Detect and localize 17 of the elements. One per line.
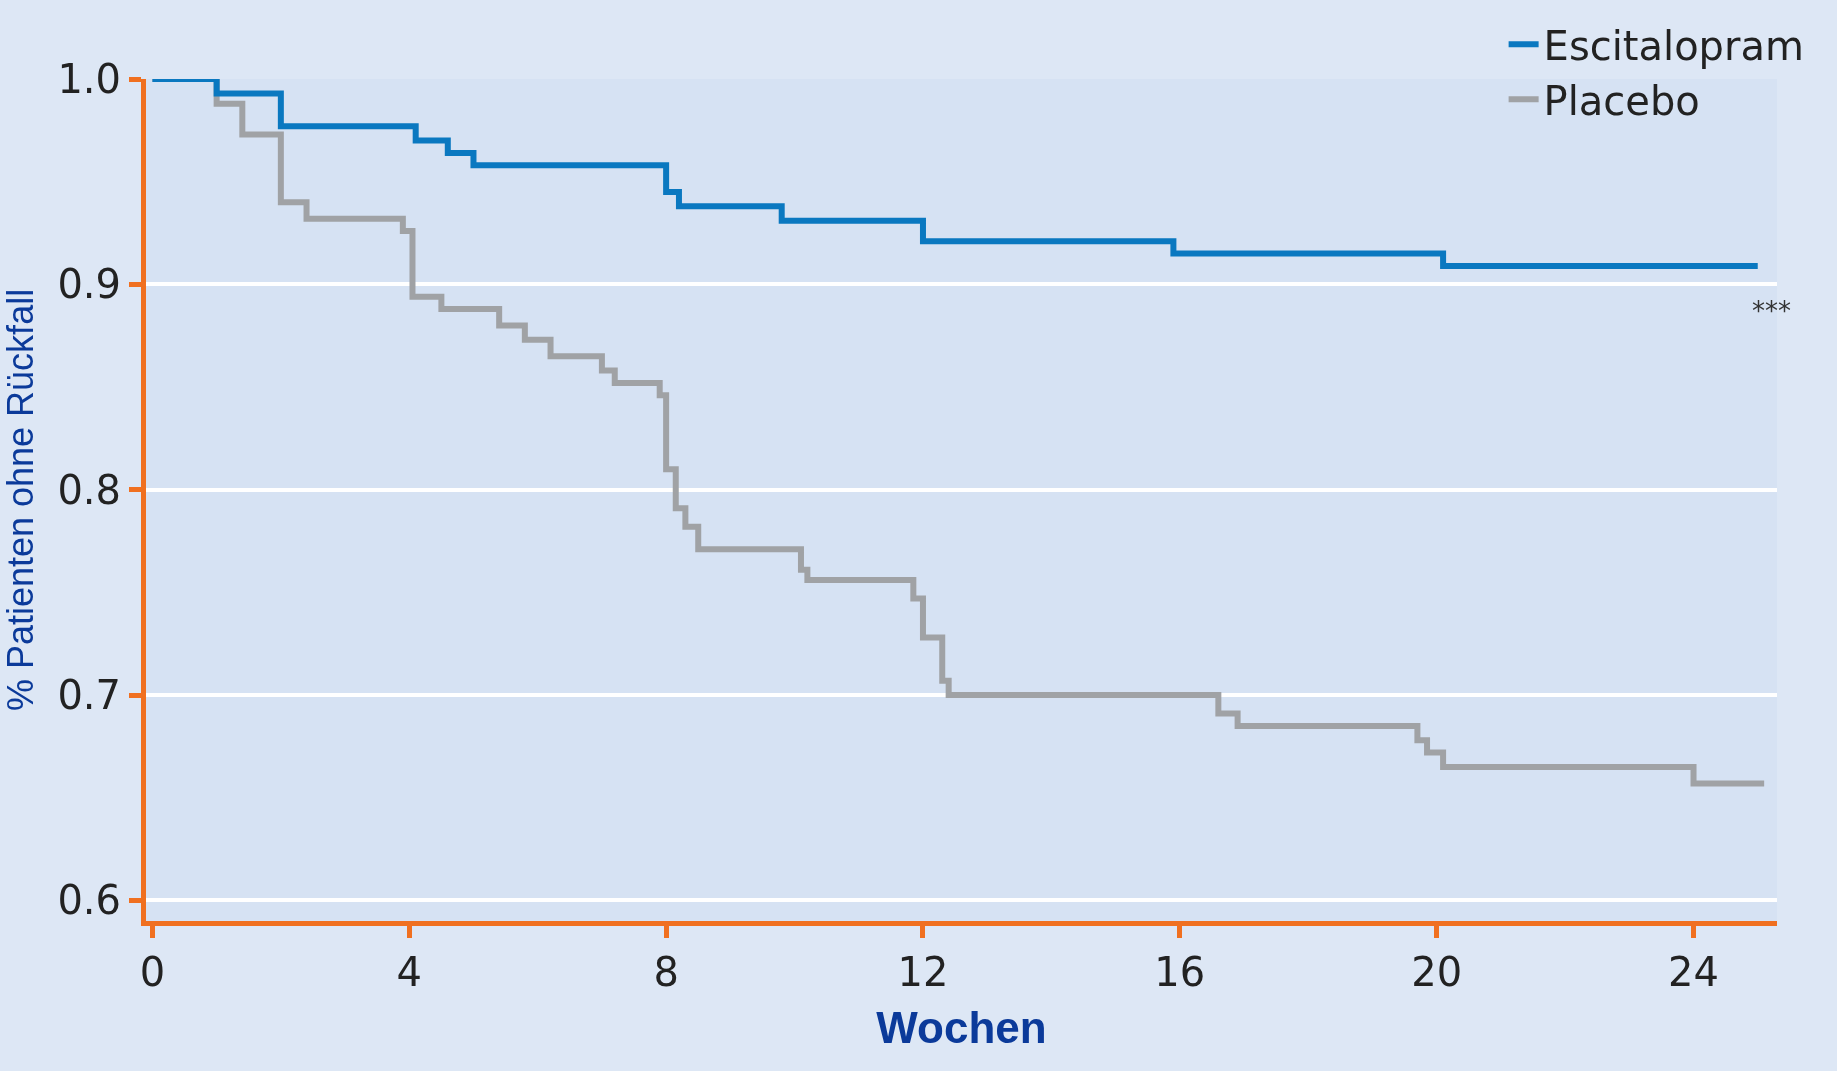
y-tick-label: 0.9 bbox=[57, 261, 121, 308]
x-tick-label: 0 bbox=[139, 949, 166, 995]
y-tick-label: 1.0 bbox=[57, 56, 121, 102]
x-tick-label: 12 bbox=[897, 949, 949, 995]
x-axis-title: Wochen bbox=[876, 1003, 1047, 1053]
y-tick-label: 0.6 bbox=[57, 877, 121, 924]
y-tick-label: 0.7 bbox=[57, 672, 121, 719]
x-tick-label: 20 bbox=[1411, 949, 1463, 995]
x-tick-label: 8 bbox=[653, 949, 679, 995]
x-tick-label: 24 bbox=[1668, 949, 1719, 995]
x-tick-label: 16 bbox=[1154, 949, 1206, 995]
y-axis-title: % Patienten ohne Rückfall bbox=[0, 288, 41, 712]
annotation: *** bbox=[1752, 296, 1791, 326]
legend-label: Placebo bbox=[1543, 77, 1700, 124]
y-tick-label: 0.8 bbox=[57, 466, 121, 513]
x-tick-label: 4 bbox=[396, 949, 422, 995]
legend-label: Escitalopram bbox=[1543, 22, 1804, 69]
